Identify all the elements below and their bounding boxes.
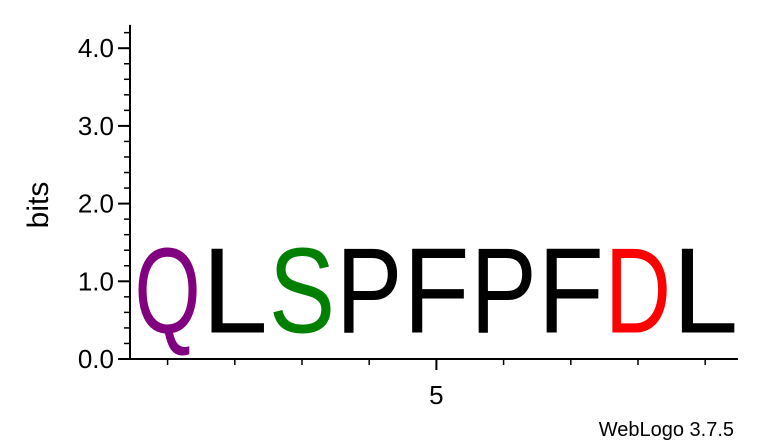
logo-letter-l: L <box>202 223 268 358</box>
logo-letter-glyph: F <box>538 224 604 359</box>
x-axis: 5 <box>130 358 738 410</box>
logo-letter-glyph: F <box>403 224 469 359</box>
y-axis: 0.0 1.0 2.0 3.0 4.0 <box>78 24 131 374</box>
y-tick-label: 1.0 <box>78 266 114 296</box>
logo-letter-s: S <box>269 224 335 359</box>
logo-letter-d: D <box>605 223 671 358</box>
logo-letter-p: P <box>336 224 402 359</box>
logo-letter-f: F <box>403 224 469 359</box>
y-tick-label: 3.0 <box>78 111 114 141</box>
y-tick-label: 2.0 <box>78 189 114 219</box>
weblogo-credit: WebLogo 3.7.5 <box>599 419 734 441</box>
logo-letter-glyph: L <box>202 223 268 358</box>
logo-letter-p: P <box>471 224 537 359</box>
logo-letter-l: L <box>672 223 738 358</box>
logo-letter-q: Q <box>135 223 201 358</box>
logo-letter-glyph: Q <box>135 223 201 358</box>
y-tick-label: 0.0 <box>78 344 114 374</box>
logo-letter-glyph: P <box>336 224 402 359</box>
logo-letter-glyph: S <box>269 224 335 359</box>
logo-letter-f: F <box>538 224 604 359</box>
y-axis-label: bits <box>22 182 55 229</box>
logo-letter-glyph: L <box>672 223 738 358</box>
y-tick-label: 4.0 <box>78 33 114 63</box>
logo-letter-glyph: D <box>605 223 671 358</box>
logo-letter-glyph: P <box>471 224 537 359</box>
x-tick-label: 5 <box>429 380 443 410</box>
